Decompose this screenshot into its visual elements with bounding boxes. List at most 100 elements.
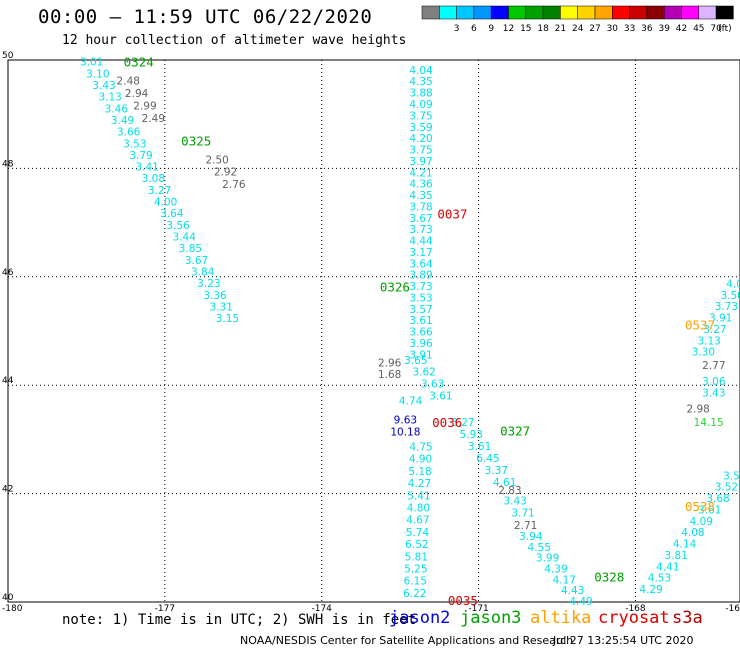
legend-swatch [560, 5, 578, 20]
wave-height-label: 3.56 [166, 220, 190, 232]
lat-tick-label: 44 [2, 376, 14, 386]
pass-id-label: 0537 [685, 318, 715, 333]
wave-height-label: 2.96 [378, 358, 402, 370]
wave-height-label: 3.13 [697, 335, 720, 347]
wave-height-label: 3.64 [409, 258, 433, 270]
wave-height-label: 3.43 [503, 496, 526, 508]
wave-height-label: 2.94 [125, 88, 149, 100]
wave-height-label: 4.61 [493, 477, 516, 489]
legend-swatch [508, 5, 527, 20]
wave-height-label: 3.73 [409, 224, 432, 236]
wave-height-label: 2.77 [702, 360, 725, 372]
wave-height-label: 3.52 [715, 482, 738, 494]
wave-height-label: 2.48 [117, 76, 140, 88]
wave-height-label: 3.63 [421, 379, 444, 391]
wave-height-label: 3.73 [715, 301, 738, 313]
track-id-labels: 0324 0325 0037 0326 0036 0327 0328 0035 0537 0538 [124, 55, 715, 608]
legend-swatch [594, 5, 613, 20]
wave-height-label: 5.18 [408, 466, 431, 478]
legend-unit: (ft) [718, 24, 732, 34]
wave-height-label: 3.44 [173, 232, 197, 244]
wave-height-label: 3.37 [485, 465, 508, 477]
wave-height-label: 6.45 [476, 453, 499, 465]
lon-tick-label: -180 [2, 604, 23, 614]
wave-height-label: 3.17 [409, 247, 432, 259]
legend-swatch [439, 5, 457, 20]
wave-height-label: 2.49 [142, 113, 165, 125]
wave-height-label: 3.75 [409, 110, 432, 122]
pass-id-label: 0327 [500, 423, 530, 438]
wave-height-label: 3.79 [129, 150, 152, 162]
wave-height-label: 4.44 [409, 236, 433, 248]
legend-tick-label: 9 [488, 24, 494, 34]
wave-height-label: 4.67 [406, 515, 429, 527]
legend-swatch [542, 5, 561, 20]
wave-height-label: 3.85 [179, 243, 202, 255]
wave-height-label: 3.64 [160, 208, 184, 220]
wave-height-label: 4.00 [154, 197, 177, 209]
wave-height-label: 3.89 [409, 270, 432, 282]
pass-id-label: 0036 [432, 415, 462, 430]
legend-swatch [473, 5, 492, 20]
wave-height-label: 2.83 [498, 485, 521, 497]
legend-swatch [456, 5, 475, 20]
wave-height-label: 4.35 [409, 76, 432, 88]
wave-height-label: 4.20 [409, 133, 432, 145]
legend-tick-label: 6 [471, 24, 477, 34]
legend-tick-label: 70 [710, 24, 722, 34]
wave-height-label: 4.29 [639, 584, 662, 596]
wave-height-label: 4.09 [690, 516, 713, 528]
legend-swatch [577, 5, 596, 20]
wave-height-label: 4.49 [569, 596, 592, 608]
wave-height-label: 5.93 [460, 429, 483, 441]
legend-swatch [525, 5, 544, 20]
wave-height-label: 3.66 [409, 327, 433, 339]
wave-height-label: 2.76 [222, 179, 246, 191]
wave-height-label: 5.25 [404, 563, 427, 575]
lon-tick-label: -171 [468, 604, 488, 614]
map-title: 00:00 – 11:59 UTC 06/22/2020 [38, 6, 373, 28]
wave-height-label: 3.53 [409, 292, 432, 304]
wave-height-label: 4.04 [409, 65, 433, 77]
wave-height-label: 5.74 [406, 527, 430, 539]
legend-tick-label: 27 [589, 24, 600, 34]
wave-height-label: 3.61 [698, 504, 721, 516]
axis-tick-labels: -180 -177 -174 -171 -168 -16 50 48 46 44 42 40 [2, 51, 740, 614]
wave-height-label: 3.59 [409, 122, 432, 134]
wave-height-label: 4.80 [407, 503, 430, 515]
wave-height-label: 3.67 [409, 213, 432, 225]
wave-height-label: 6.15 [404, 576, 427, 588]
wave-height-label: 3.36 [203, 290, 227, 302]
wave-height-label: 3.65 [404, 355, 427, 367]
legend-swatch [646, 5, 665, 20]
wave-height-label: 2.71 [514, 520, 537, 532]
pass-id-label: 0328 [594, 570, 624, 585]
lon-tick-label: -174 [311, 604, 332, 614]
wave-height-label: 4.14 [673, 539, 697, 551]
wave-height-label: 3.81 [665, 550, 688, 562]
legend-swatch [421, 5, 440, 20]
wave-height-label: 3.49 [111, 115, 134, 127]
pass-id-label: 0324 [124, 55, 154, 70]
wave-height-label: 3.99 [536, 553, 559, 565]
wave-height-label: 3.08 [142, 173, 165, 185]
wave-height-label: 2.50 [205, 154, 228, 166]
wave-height-label: 3.53 [123, 138, 146, 150]
wave-height-label: 3.13 [98, 92, 121, 104]
wave-height-label: 4.39 [544, 563, 567, 575]
wave-height-label: 3.94 [519, 531, 543, 543]
pass-id-label: 0326 [380, 280, 410, 295]
legend-tick-label: 21 [555, 24, 566, 34]
wave-height-label: 3.57 [409, 304, 432, 316]
wave-height-label: 3.41 [135, 162, 158, 174]
wave-height-label: 3.75 [409, 145, 432, 157]
wave-height-label: 3.78 [409, 201, 432, 213]
wave-height-label: 2.92 [214, 167, 237, 179]
map-subtitle: 12 hour collection of altimeter wave hei… [62, 33, 407, 48]
wave-height-label: 6.22 [403, 588, 426, 600]
wave-height-label: 3.27 [451, 417, 474, 429]
legend-swatch [663, 5, 682, 20]
wave-height-label: 3.27 [148, 185, 171, 197]
wave-height-label: 5.81 [405, 551, 428, 563]
